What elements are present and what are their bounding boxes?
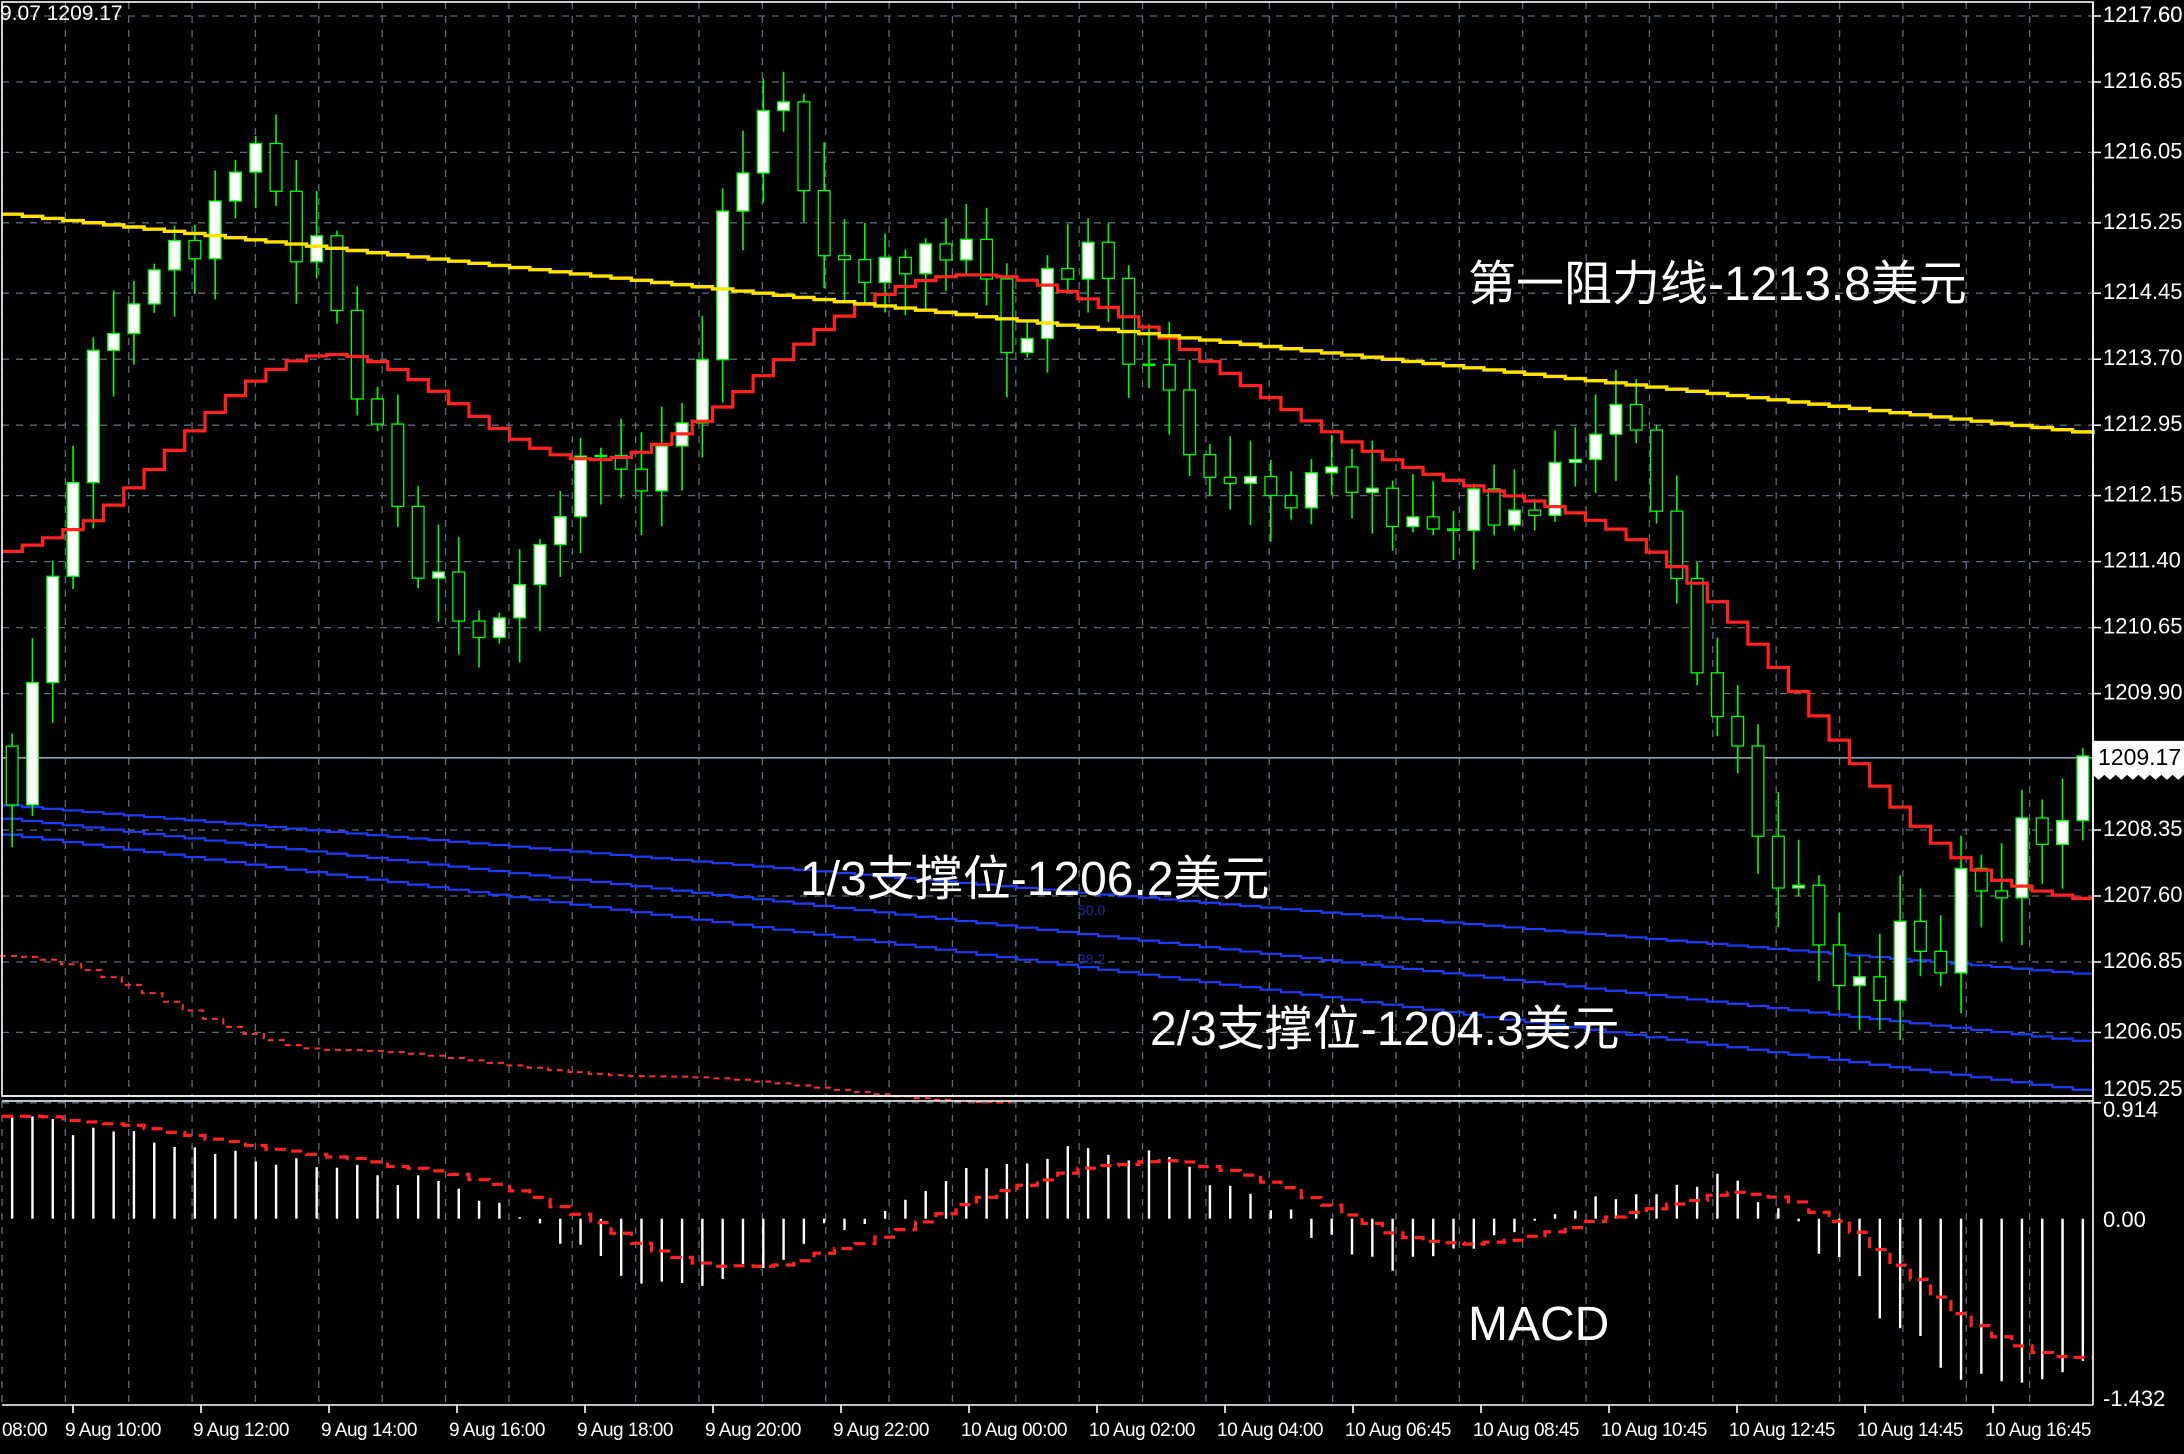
svg-text:1208.35: 1208.35 xyxy=(2103,816,2183,841)
svg-text:10 Aug 04:00: 10 Aug 04:00 xyxy=(1217,1420,1323,1441)
svg-text:9 Aug 18:00: 9 Aug 18:00 xyxy=(577,1420,673,1441)
svg-text:1215.25: 1215.25 xyxy=(2103,209,2183,234)
svg-text:2/3支撑位-1204.3美元: 2/3支撑位-1204.3美元 xyxy=(1150,1003,1620,1056)
svg-text:1212.15: 1212.15 xyxy=(2103,482,2183,507)
svg-text:10 Aug 06:45: 10 Aug 06:45 xyxy=(1345,1420,1451,1441)
svg-text:10 Aug 12:45: 10 Aug 12:45 xyxy=(1729,1420,1835,1441)
svg-text:0.00: 0.00 xyxy=(2103,1207,2146,1232)
svg-text:08:00: 08:00 xyxy=(2,1420,47,1441)
svg-text:1216.85: 1216.85 xyxy=(2103,68,2183,93)
svg-text:1216.05: 1216.05 xyxy=(2103,138,2183,163)
svg-text:1213.70: 1213.70 xyxy=(2103,345,2183,370)
svg-text:1210.65: 1210.65 xyxy=(2103,614,2183,639)
svg-text:9 Aug 14:00: 9 Aug 14:00 xyxy=(321,1420,417,1441)
svg-text:1206.85: 1206.85 xyxy=(2103,948,2183,973)
svg-text:10 Aug 00:00: 10 Aug 00:00 xyxy=(961,1420,1067,1441)
svg-text:MACD: MACD xyxy=(1468,1298,1609,1351)
svg-text:9 Aug 10:00: 9 Aug 10:00 xyxy=(65,1420,161,1441)
svg-text:1209.17: 1209.17 xyxy=(2098,744,2181,770)
svg-text:1211.40: 1211.40 xyxy=(2103,548,2181,573)
svg-text:-1.432: -1.432 xyxy=(2103,1386,2165,1411)
svg-text:9 Aug 16:00: 9 Aug 16:00 xyxy=(449,1420,545,1441)
svg-text:1217.60: 1217.60 xyxy=(2103,2,2183,27)
svg-text:10 Aug 10:45: 10 Aug 10:45 xyxy=(1601,1420,1707,1441)
svg-text:1/3支撑位-1206.2美元: 1/3支撑位-1206.2美元 xyxy=(800,853,1270,906)
svg-text:9 Aug 22:00: 9 Aug 22:00 xyxy=(833,1420,929,1441)
svg-text:0.914: 0.914 xyxy=(2103,1097,2158,1122)
svg-text:9 Aug 20:00: 9 Aug 20:00 xyxy=(705,1420,801,1441)
svg-text:1214.45: 1214.45 xyxy=(2103,279,2183,304)
svg-text:10 Aug 02:00: 10 Aug 02:00 xyxy=(1089,1420,1195,1441)
svg-text:1206.05: 1206.05 xyxy=(2103,1018,2183,1043)
svg-text:38.2: 38.2 xyxy=(1078,951,1105,967)
svg-text:10 Aug 08:45: 10 Aug 08:45 xyxy=(1473,1420,1579,1441)
svg-text:9.07 1209.17: 9.07 1209.17 xyxy=(0,2,123,25)
svg-text:10 Aug 16:45: 10 Aug 16:45 xyxy=(1985,1420,2091,1441)
svg-text:第一阻力线-1213.8美元: 第一阻力线-1213.8美元 xyxy=(1468,258,1967,311)
svg-text:1209.90: 1209.90 xyxy=(2103,680,2183,705)
svg-text:9 Aug 12:00: 9 Aug 12:00 xyxy=(193,1420,289,1441)
svg-text:1207.60: 1207.60 xyxy=(2103,882,2183,907)
svg-text:50.0: 50.0 xyxy=(1078,902,1105,918)
svg-text:1212.95: 1212.95 xyxy=(2103,411,2183,436)
svg-text:10 Aug 14:45: 10 Aug 14:45 xyxy=(1857,1420,1963,1441)
